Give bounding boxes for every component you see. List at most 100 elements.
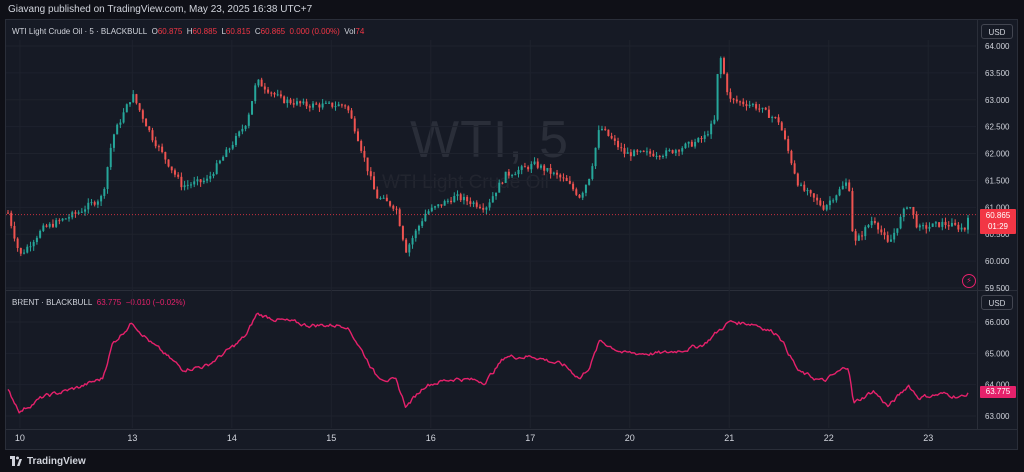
candle-body: [116, 124, 119, 135]
candle-body: [636, 150, 639, 152]
candle-body: [369, 171, 372, 177]
candle-body: [787, 139, 790, 151]
candle-body: [665, 150, 668, 157]
candle-body: [299, 101, 302, 104]
candle-body: [816, 197, 819, 201]
candle-body: [363, 150, 366, 158]
candle-body: [74, 212, 77, 214]
candle-body: [594, 147, 597, 167]
candle-body: [931, 223, 934, 227]
alert-bolt-icon[interactable]: ⚡: [962, 274, 976, 288]
candle-body: [796, 173, 799, 186]
brent-price: 63.775: [96, 298, 122, 307]
candle-body: [629, 152, 632, 157]
candle-body: [376, 189, 379, 199]
candle-body: [694, 141, 697, 147]
candle-body: [893, 232, 896, 240]
candle-body: [199, 179, 202, 183]
candle-body: [803, 184, 806, 191]
candle-body: [886, 235, 889, 242]
candle-body: [620, 147, 623, 149]
candle-body: [84, 209, 87, 212]
candle-body: [19, 247, 22, 254]
x-tick-label: 20: [625, 433, 635, 443]
candle-body: [954, 222, 957, 225]
last-price-label: 60.865 01:29: [980, 209, 1016, 234]
candle-body: [401, 226, 404, 240]
candle-body: [501, 182, 504, 184]
candle-body: [405, 239, 408, 253]
candle-body: [283, 96, 286, 103]
candle-body: [899, 216, 902, 229]
brent-symbol-title[interactable]: BRENT · BLACKBULL: [12, 298, 93, 307]
candle-body: [312, 103, 315, 108]
candle-body: [411, 238, 414, 245]
candle-body: [13, 225, 16, 239]
candle-body: [912, 207, 915, 215]
candle-body: [424, 213, 427, 222]
candle-body: [498, 182, 501, 193]
candle-body: [344, 105, 347, 107]
pane-separator[interactable]: [5, 290, 1018, 291]
candle-body: [588, 178, 591, 185]
candle-body: [687, 141, 690, 144]
candle-body: [145, 118, 148, 127]
candle-body: [350, 110, 353, 119]
candle-body: [649, 151, 652, 154]
wti-symbol-title[interactable]: WTI Light Crude Oil · 5 · BLACKBULL: [12, 27, 148, 36]
candle-body: [584, 184, 587, 193]
candle-body: [963, 227, 966, 230]
candle-body: [626, 152, 629, 154]
brent-legend[interactable]: BRENT · BLACKBULL 63.775 −0.010 (−0.02%): [12, 298, 185, 307]
candle-body: [173, 170, 176, 175]
candle-body: [151, 130, 154, 141]
candle-body: [729, 92, 732, 99]
open-value: 60.875: [157, 27, 183, 36]
x-tick-label: 17: [525, 433, 535, 443]
candle-body: [247, 114, 250, 126]
candle-body: [652, 153, 655, 157]
candle-body: [841, 185, 844, 190]
candle-body: [607, 129, 610, 136]
volume-key: Vol: [344, 27, 356, 36]
candle-body: [867, 225, 870, 228]
candle-body: [947, 225, 950, 227]
candle-body: [462, 196, 465, 201]
wti-legend[interactable]: WTI Light Crude Oil · 5 · BLACKBULL O60.…: [12, 27, 364, 36]
candle-body: [764, 107, 767, 110]
candle-body: [713, 119, 716, 124]
candle-body: [880, 229, 883, 233]
candle-body: [623, 148, 626, 154]
candle-body: [260, 79, 263, 87]
candle-body: [838, 189, 841, 196]
candle-body: [292, 103, 295, 105]
candle-body: [896, 228, 899, 233]
candle-body: [446, 200, 449, 202]
candle-body: [877, 222, 880, 230]
currency-button-top[interactable]: USD: [981, 24, 1013, 39]
candle-body: [812, 193, 815, 198]
candle-body: [848, 182, 851, 192]
candle-body: [244, 125, 247, 129]
candle-body: [135, 94, 138, 104]
candle-body: [854, 231, 857, 241]
y-tick-label: 64.000: [985, 381, 1010, 390]
candle-body: [514, 174, 517, 176]
candle-body: [45, 225, 48, 227]
candle-body: [321, 103, 324, 108]
candle-body: [610, 135, 613, 139]
candle-body: [732, 98, 735, 100]
candle-body: [61, 218, 64, 221]
candle-body: [389, 201, 392, 206]
candle-body: [80, 211, 83, 213]
low-value: 60.815: [225, 27, 251, 36]
candle-body: [305, 101, 308, 107]
candle-body: [645, 151, 648, 153]
candle-body: [488, 202, 491, 208]
candle-body: [684, 143, 687, 149]
candle-body: [902, 208, 905, 217]
tradingview-logo-icon: [10, 456, 22, 466]
currency-button-bottom[interactable]: USD: [981, 295, 1013, 310]
candle-body: [122, 112, 125, 123]
